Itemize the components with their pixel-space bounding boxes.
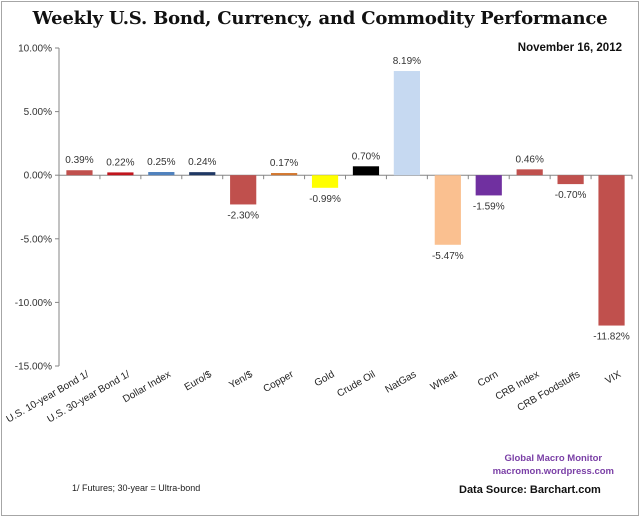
bar	[107, 172, 134, 176]
footnote: 1/ Futures; 30-year = Ultra-bond	[72, 483, 201, 493]
data-label: 0.46%	[515, 154, 543, 165]
bar	[271, 173, 298, 176]
bar	[66, 170, 93, 176]
chart-title: Weekly U.S. Bond, Currency, and Commodit…	[32, 8, 608, 29]
category-label: Euro/$	[183, 369, 214, 393]
bar	[230, 175, 257, 205]
y-tick-label: 0.00%	[24, 171, 52, 182]
data-label: -0.70%	[555, 190, 587, 201]
y-tick-label: 10.00%	[18, 44, 52, 55]
category-label: NatGas	[384, 369, 419, 395]
bar	[475, 175, 502, 196]
data-label: 0.39%	[65, 155, 93, 166]
data-source: Data Source: Barchart.com	[459, 484, 601, 496]
bar	[189, 172, 216, 176]
bar	[557, 175, 584, 185]
bar	[393, 71, 420, 176]
data-label: 0.25%	[147, 157, 175, 168]
bar	[598, 175, 625, 326]
data-label: 0.24%	[188, 157, 216, 168]
data-label: 8.19%	[393, 56, 421, 67]
data-label: -1.59%	[473, 201, 505, 212]
bar	[311, 175, 339, 188]
data-label: 0.22%	[106, 157, 134, 168]
y-tick-label: -10.00%	[15, 298, 52, 309]
bar	[516, 169, 543, 176]
y-tick-label: -15.00%	[15, 362, 52, 373]
y-tick-label: -5.00%	[20, 234, 52, 245]
bar	[148, 172, 175, 176]
brand-block: Global Macro Monitor macromon.wordpress.…	[493, 452, 614, 478]
category-label: VIX	[604, 369, 624, 387]
category-label: Yen/$	[227, 369, 255, 391]
bar	[352, 166, 380, 176]
data-label: -5.47%	[432, 251, 464, 262]
data-label: 0.17%	[270, 158, 298, 169]
brand-name: Global Macro Monitor	[504, 453, 603, 464]
data-label: -0.99%	[309, 194, 341, 205]
chart-date: November 16, 2012	[517, 42, 622, 54]
category-label: Wheat	[429, 369, 460, 393]
category-label: Corn	[476, 369, 500, 389]
data-label: 0.70%	[352, 151, 380, 162]
category-label: Copper	[262, 369, 296, 395]
category-label: Gold	[313, 369, 337, 389]
data-label: -11.82%	[593, 332, 630, 343]
brand-url: macromon.wordpress.com	[492, 466, 614, 477]
category-label: Crude Oil	[335, 369, 377, 400]
data-label: -2.30%	[227, 210, 259, 221]
y-tick-label: 5.00%	[24, 107, 52, 118]
bar	[434, 175, 461, 245]
